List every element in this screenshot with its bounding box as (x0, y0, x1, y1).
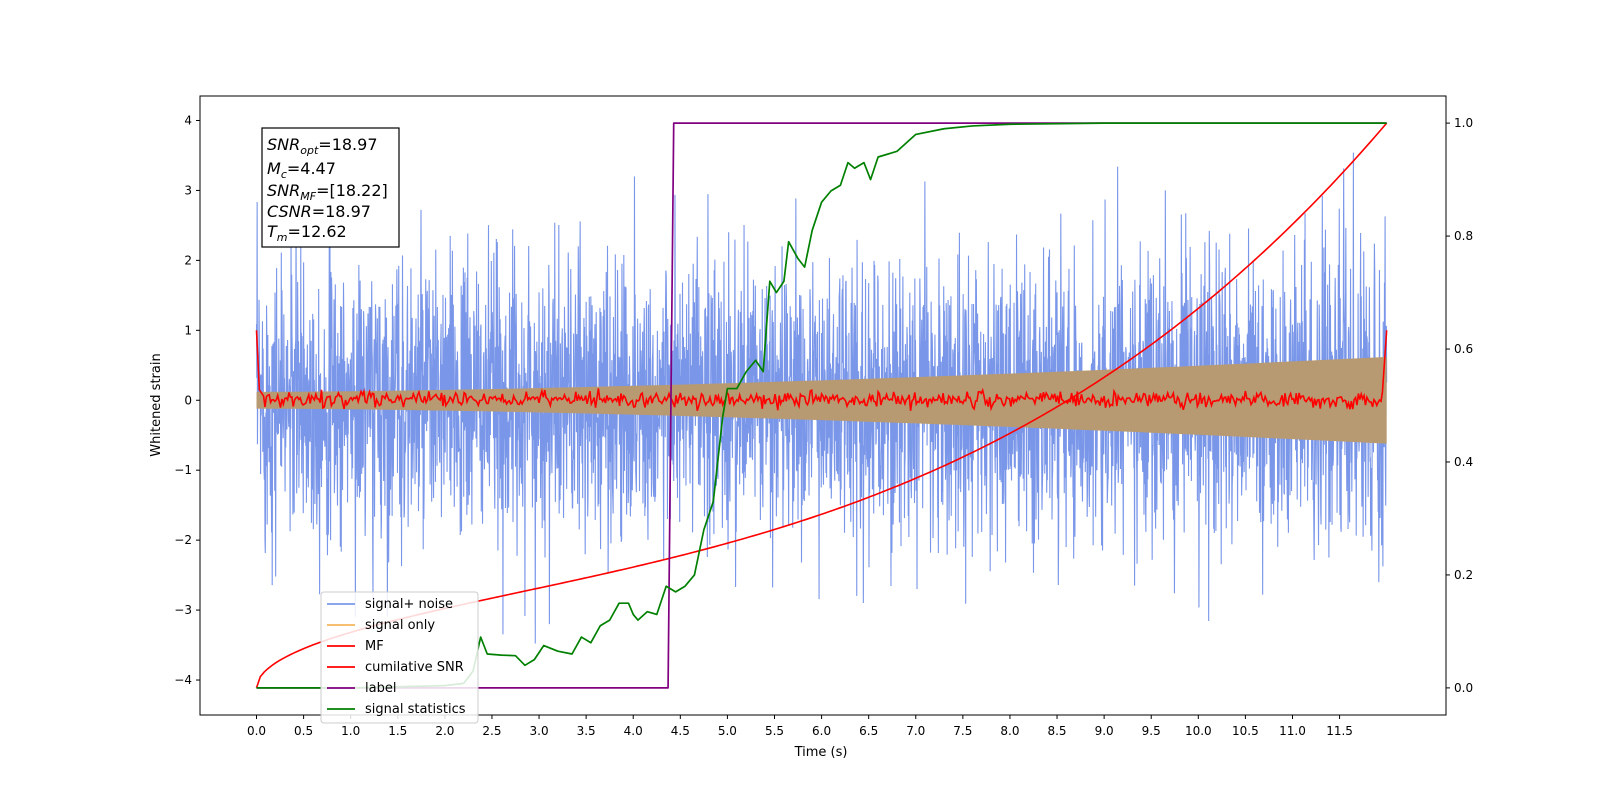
y2-tick-label: 0.4 (1454, 455, 1473, 469)
x-axis-label: Time (s) (794, 745, 848, 760)
x-tick-label: 0.5 (294, 724, 313, 738)
x-tick-label: 8.0 (1000, 724, 1019, 738)
y-tick-label: 2 (184, 253, 192, 267)
y2-tick-label: 0.0 (1454, 681, 1473, 695)
annotation-snr-opt: SNRopt=18.97 (267, 135, 378, 157)
stats-annotation: SNRopt=18.97 Mc=4.47 SNRMF=[18.22] CSNR=… (261, 127, 400, 248)
plot-frame (199, 95, 1447, 716)
annotation-snr-mf: SNRMF=[18.22] (267, 181, 388, 203)
y-tick-label: −1 (174, 463, 192, 477)
legend-label: signal statistics (365, 702, 466, 717)
annotation-frame (261, 127, 400, 248)
y2-tick-label: 0.8 (1454, 229, 1473, 243)
y-tick-label: 1 (184, 323, 192, 337)
series-signal-only (256, 356, 1387, 444)
x-tick-label: 3.5 (577, 724, 596, 738)
legend-label: cumilative SNR (365, 660, 464, 675)
y2-tick-label: 1.0 (1454, 116, 1473, 130)
series-mf (255, 330, 1388, 412)
x-tick-label: 4.5 (671, 724, 690, 738)
legend-label: label (365, 681, 396, 696)
x-tick-label: 2.5 (482, 724, 501, 738)
y-axis-label: Whitened strain (149, 353, 164, 456)
x-tick-label: 5.0 (718, 724, 737, 738)
x-tick-label: 6.5 (859, 724, 878, 738)
x-tick-label: 8.5 (1047, 724, 1066, 738)
legend-label: signal only (365, 618, 435, 633)
x-tick-label: 7.5 (953, 724, 972, 738)
y2-tick-label: 0.6 (1454, 342, 1473, 356)
annotation-mc: Mc=4.47 (267, 159, 336, 181)
y-tick-label: 0 (184, 393, 192, 407)
x-axis: 0.0 0.5 1.0 1.5 2.0 2.5 3.0 3.5 4.0 4.5 5.0 5.5 6.0 6… (247, 715, 1353, 738)
x-tick-label: 0.0 (247, 724, 266, 738)
y2-tick-label: 0.2 (1454, 568, 1473, 582)
y-tick-label: 4 (184, 113, 192, 127)
x-tick-label: 1.0 (341, 724, 360, 738)
y-axis-right: 1.0 0.8 0.6 0.4 0.2 0.0 (1446, 116, 1473, 695)
x-tick-label: 6.0 (812, 724, 831, 738)
y-tick-label: −2 (174, 533, 192, 547)
x-tick-label: 9.5 (1142, 724, 1161, 738)
annotation-csnr: CSNR=18.97 (267, 202, 371, 221)
y-axis-left: 4 3 2 1 0 −1 −2 −3 −4 (174, 113, 200, 687)
legend-label: MF (365, 639, 384, 654)
legend-label: signal+ noise (365, 597, 453, 612)
x-tick-label: 11.5 (1326, 724, 1353, 738)
x-tick-label: 11.0 (1279, 724, 1306, 738)
x-tick-label: 9.0 (1095, 724, 1114, 738)
x-tick-label: 3.0 (530, 724, 549, 738)
legend-frame (320, 591, 479, 724)
x-tick-label: 10.5 (1232, 724, 1259, 738)
x-tick-label: 2.0 (435, 724, 454, 738)
series-signal-statistics (256, 122, 1387, 689)
x-tick-label: 1.5 (388, 724, 407, 738)
annotation-tm: Tm=12.62 (267, 222, 347, 244)
x-tick-label: 5.5 (765, 724, 784, 738)
y-tick-label: −3 (174, 603, 192, 617)
x-tick-label: 10.0 (1185, 724, 1212, 738)
y-tick-label: 3 (184, 183, 192, 197)
x-tick-label: 4.0 (624, 724, 643, 738)
y-tick-label: −4 (174, 673, 192, 687)
x-tick-label: 7.0 (906, 724, 925, 738)
legend: signal+ noise signal only MF cumilative SNR… (320, 591, 479, 724)
